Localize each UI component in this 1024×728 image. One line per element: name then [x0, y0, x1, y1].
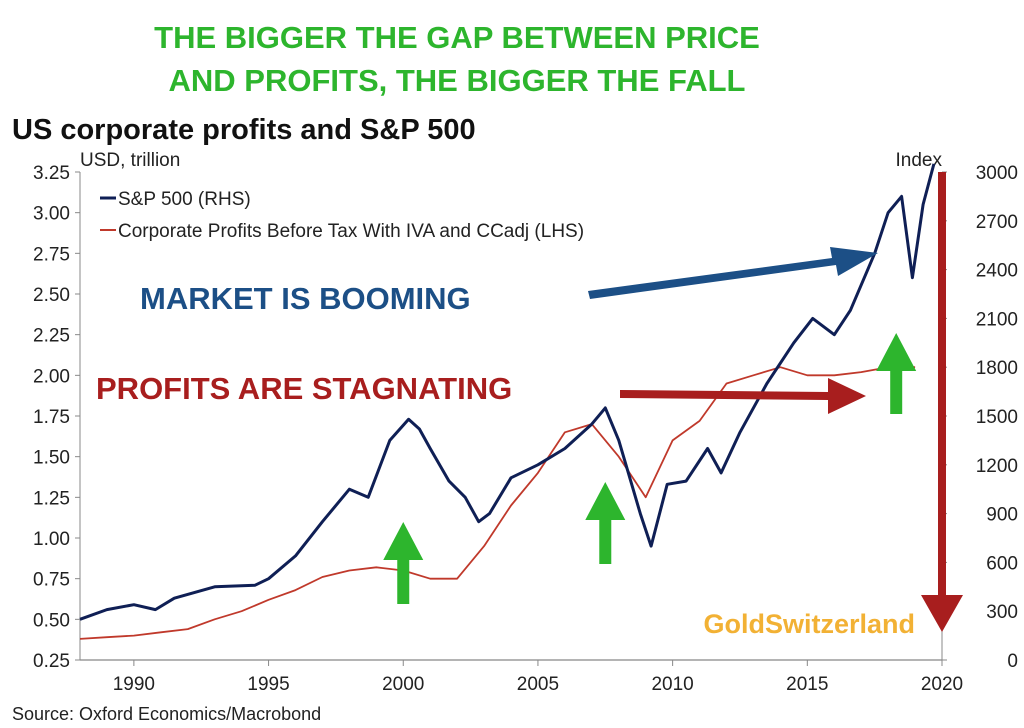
right-tick-label: 2400 [976, 261, 1018, 282]
blue-arrow-icon [588, 247, 878, 299]
annotation-market-booming: MARKET IS BOOMING [140, 281, 471, 316]
brand-watermark: GoldSwitzerland [703, 609, 915, 639]
right-tick-label: 3000 [976, 163, 1018, 184]
x-tick-label: 1995 [247, 674, 289, 695]
right-tick-label: 2100 [976, 309, 1018, 330]
left-tick-label: 0.50 [33, 610, 70, 631]
legend-label-sp500: S&P 500 (RHS) [118, 189, 251, 210]
headline-line-1: THE BIGGER THE GAP BETWEEN PRICE [154, 20, 760, 55]
right-tick-label: 2700 [976, 212, 1018, 233]
right-tick-label: 300 [986, 602, 1018, 623]
red-arrow-icon [620, 378, 866, 414]
x-tick-label: 2010 [651, 674, 693, 695]
green-up-arrow-icon [383, 522, 424, 604]
right-tick-label: 900 [986, 505, 1018, 526]
right-tick-label: 1500 [976, 407, 1018, 428]
left-tick-label: 2.75 [33, 244, 70, 265]
left-tick-label: 1.00 [33, 529, 70, 550]
chart-title: US corporate profits and S&P 500 [12, 114, 476, 146]
left-tick-label: 2.25 [33, 326, 70, 347]
green-up-arrow-icon [876, 333, 917, 414]
left-tick-label: 1.50 [33, 448, 70, 469]
left-tick-label: 3.25 [33, 163, 70, 184]
right-tick-label: 1200 [976, 456, 1018, 477]
left-axis-unit: USD, trillion [80, 150, 180, 171]
left-tick-label: 3.00 [33, 204, 70, 225]
green-up-arrow-icon [585, 482, 626, 564]
x-tick-label: 2000 [382, 674, 424, 695]
right-axis-unit: Index [896, 150, 943, 171]
left-axis-ticks: 0.25 0.50 0.75 1.00 1.25 1.50 1.75 2.00 2.25 2.50… [33, 163, 80, 672]
left-tick-label: 1.25 [33, 488, 70, 509]
x-axis-ticks: 1990 1995 2000 2005 2010 2015 2020 [113, 660, 963, 695]
left-tick-label: 1.75 [33, 407, 70, 428]
annotation-profits-stagnating: PROFITS ARE STAGNATING [96, 371, 512, 406]
right-tick-label: 0 [1007, 651, 1018, 672]
x-tick-label: 2005 [517, 674, 559, 695]
left-tick-label: 0.75 [33, 570, 70, 591]
x-tick-label: 2020 [921, 674, 963, 695]
x-tick-label: 1990 [113, 674, 155, 695]
green-arrows [383, 333, 917, 604]
right-axis-ticks: 0 300 600 900 1200 1500 1800 2100 2400 2700 3000 [942, 163, 1018, 672]
red-down-arrow-icon [921, 172, 963, 632]
x-tick-label: 2015 [786, 674, 828, 695]
left-tick-label: 2.00 [33, 366, 70, 387]
right-tick-label: 600 [986, 553, 1018, 574]
headline-line-2: AND PROFITS, THE BIGGER THE FALL [169, 63, 746, 98]
series-line-sp500 [79, 163, 936, 621]
source-note: Source: Oxford Economics/Macrobond [12, 704, 321, 724]
left-tick-label: 0.25 [33, 651, 70, 672]
legend: S&P 500 (RHS) Corporate Profits Before T… [100, 189, 584, 242]
right-tick-label: 1800 [976, 358, 1018, 379]
legend-label-profits: Corporate Profits Before Tax With IVA an… [118, 221, 584, 242]
left-tick-label: 2.50 [33, 285, 70, 306]
